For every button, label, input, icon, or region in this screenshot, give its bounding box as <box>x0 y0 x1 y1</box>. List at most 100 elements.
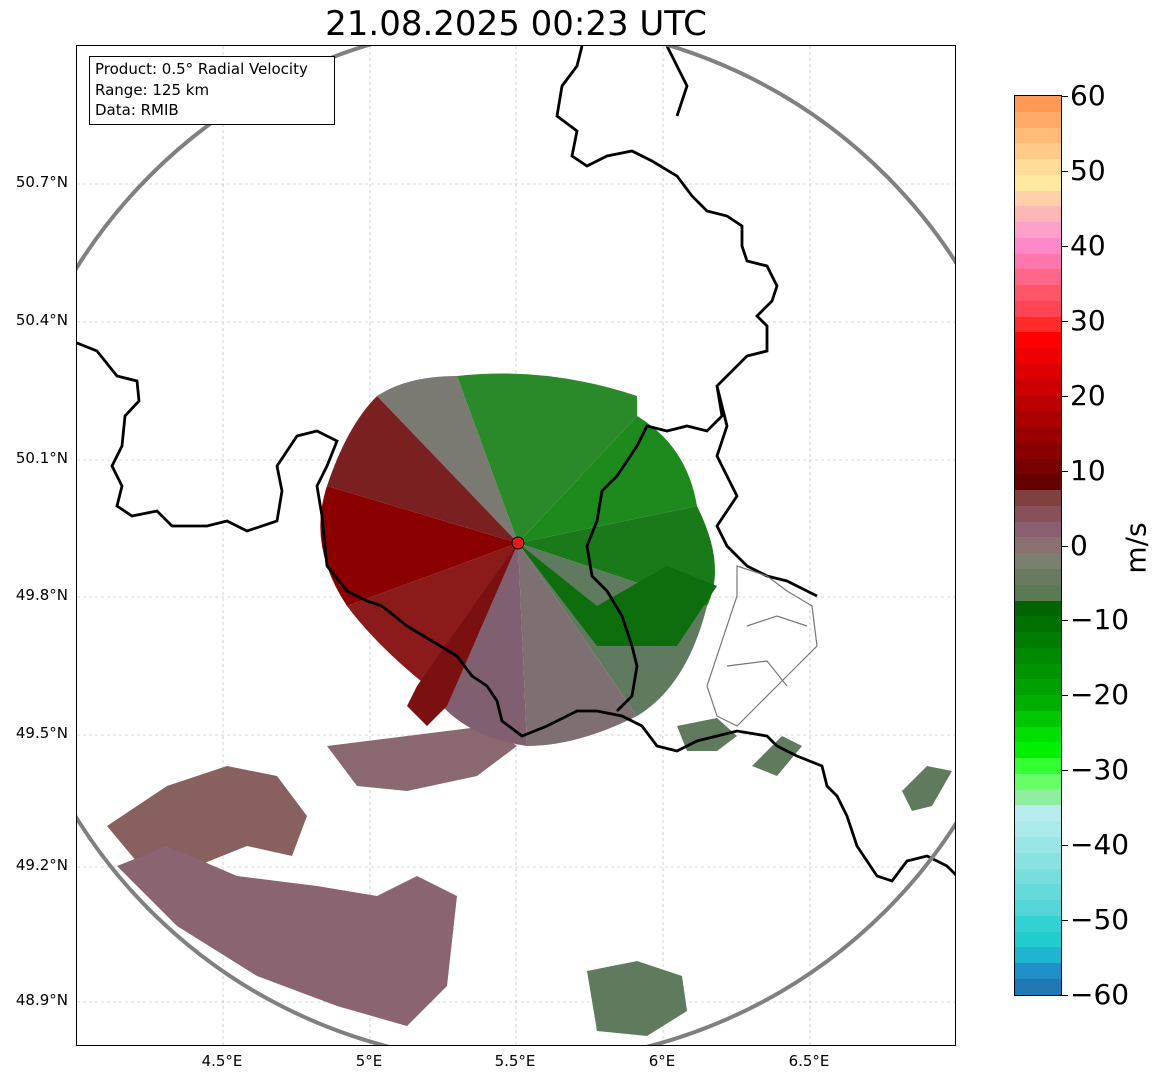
colorbar-segment <box>1015 411 1061 428</box>
colorbar-segment <box>1015 900 1061 916</box>
lon-label: 6.5°E <box>788 1052 830 1070</box>
colorbar-tick-label: 0 <box>1070 528 1088 562</box>
colorbar-tick-label: 30 <box>1070 303 1106 337</box>
colorbar-segment <box>1015 915 1061 932</box>
velocity-colorbar <box>1014 95 1062 996</box>
colorbar-segment <box>1015 490 1061 506</box>
colorbar-segment <box>1015 931 1061 948</box>
colorbar-segment <box>1015 726 1061 743</box>
colorbar-segment <box>1015 821 1061 837</box>
colorbar-segment <box>1015 300 1061 317</box>
colorbar-segment <box>1015 427 1061 443</box>
lon-label: 5.5°E <box>494 1052 536 1070</box>
colorbar-segment <box>1015 316 1061 333</box>
lat-label: 50.1°N <box>15 449 68 467</box>
country-borders <box>77 46 955 883</box>
colorbar-tick <box>1062 770 1068 772</box>
lat-label: 48.9°N <box>15 991 68 1009</box>
colorbar-segment <box>1015 616 1061 633</box>
colorbar-segment <box>1015 159 1061 175</box>
colorbar-segment <box>1015 742 1061 759</box>
colorbar-segment <box>1015 269 1061 286</box>
colorbar-segment <box>1015 789 1061 806</box>
lat-label: 49.2°N <box>15 856 68 874</box>
velocity-echoes <box>320 373 717 746</box>
lat-label: 49.8°N <box>15 586 68 604</box>
colorbar-segment <box>1015 174 1061 191</box>
colorbar-segment <box>1015 474 1061 491</box>
colorbar-segment <box>1015 947 1061 964</box>
colorbar-segment <box>1015 237 1061 254</box>
lon-label: 5°E <box>355 1052 383 1070</box>
radar-map[interactable] <box>76 45 956 1046</box>
colorbar-segment <box>1015 978 1061 995</box>
colorbar-tick-label: 60 <box>1070 79 1106 112</box>
colorbar-segment <box>1015 521 1061 538</box>
colorbar-segment <box>1015 836 1061 853</box>
lat-label: 50.4°N <box>15 311 68 329</box>
colorbar-tick <box>1062 995 1068 996</box>
map-title: 21.08.2025 00:23 UTC <box>325 4 707 44</box>
colorbar-segment <box>1015 600 1061 617</box>
colorbar-segment <box>1015 963 1061 979</box>
far-echo-areas <box>107 718 952 1036</box>
colorbar-segment <box>1015 537 1061 554</box>
colorbar-segment <box>1015 222 1061 238</box>
colorbar-tick <box>1062 320 1068 322</box>
colorbar-tick <box>1062 695 1068 697</box>
colorbar-segment <box>1015 143 1061 160</box>
colorbar-segment <box>1015 647 1061 664</box>
colorbar-segment <box>1015 253 1061 270</box>
colorbar-segment <box>1015 505 1061 522</box>
colorbar-segment <box>1015 348 1061 365</box>
colorbar-segment <box>1015 773 1061 790</box>
info-product: Product: 0.5° Radial Velocity <box>95 60 308 78</box>
colorbar-segment <box>1015 332 1061 349</box>
colorbar-tick <box>1062 620 1068 622</box>
colorbar-segment <box>1015 884 1061 901</box>
lon-label: 6°E <box>648 1052 676 1070</box>
colorbar-segment <box>1015 758 1061 774</box>
colorbar-tick <box>1062 245 1068 247</box>
radar-site-marker[interactable] <box>511 536 525 550</box>
lux-cantons <box>706 565 818 727</box>
colorbar-segment <box>1015 285 1061 301</box>
colorbar-segment <box>1015 553 1061 569</box>
colorbar-segment <box>1015 96 1061 112</box>
colorbar-segment <box>1015 395 1061 412</box>
colorbar-segment <box>1015 710 1061 727</box>
product-info-box: Product: 0.5° Radial Velocity Range: 125… <box>89 56 335 125</box>
info-data-source: Data: RMIB <box>95 101 179 119</box>
colorbar-tick <box>1062 545 1068 547</box>
colorbar-segment <box>1015 442 1061 459</box>
colorbar-tick-label: −50 <box>1070 903 1130 937</box>
colorbar-tick <box>1062 395 1068 397</box>
colorbar-unit: m/s <box>1119 522 1153 574</box>
colorbar-tick-label: 40 <box>1070 228 1106 262</box>
colorbar-tick-label: −30 <box>1070 753 1130 787</box>
colorbar-segment <box>1015 805 1061 822</box>
colorbar-tick <box>1062 170 1068 172</box>
colorbar-tick <box>1062 470 1068 472</box>
colorbar-segment <box>1015 632 1061 648</box>
lat-label: 50.7°N <box>15 173 68 191</box>
colorbar-segment <box>1015 364 1061 380</box>
lat-label: 49.5°N <box>15 724 68 742</box>
colorbar-tick-label: −40 <box>1070 828 1130 862</box>
colorbar-segment <box>1015 190 1061 207</box>
colorbar-segment <box>1015 868 1061 885</box>
colorbar-segment <box>1015 663 1061 680</box>
colorbar-segment <box>1015 111 1061 128</box>
info-range: Range: 125 km <box>95 80 210 99</box>
colorbar-segment <box>1015 584 1061 601</box>
colorbar-segment <box>1015 679 1061 696</box>
colorbar-tick-label: 50 <box>1070 153 1106 187</box>
colorbar-tick <box>1062 96 1068 97</box>
colorbar-segment <box>1015 127 1061 144</box>
colorbar-segment <box>1015 379 1061 396</box>
lon-label: 4.5°E <box>201 1052 243 1070</box>
colorbar-segment <box>1015 568 1061 585</box>
colorbar-tick-label: −60 <box>1070 978 1130 1011</box>
colorbar-tick <box>1062 845 1068 847</box>
colorbar-segment <box>1015 206 1061 223</box>
